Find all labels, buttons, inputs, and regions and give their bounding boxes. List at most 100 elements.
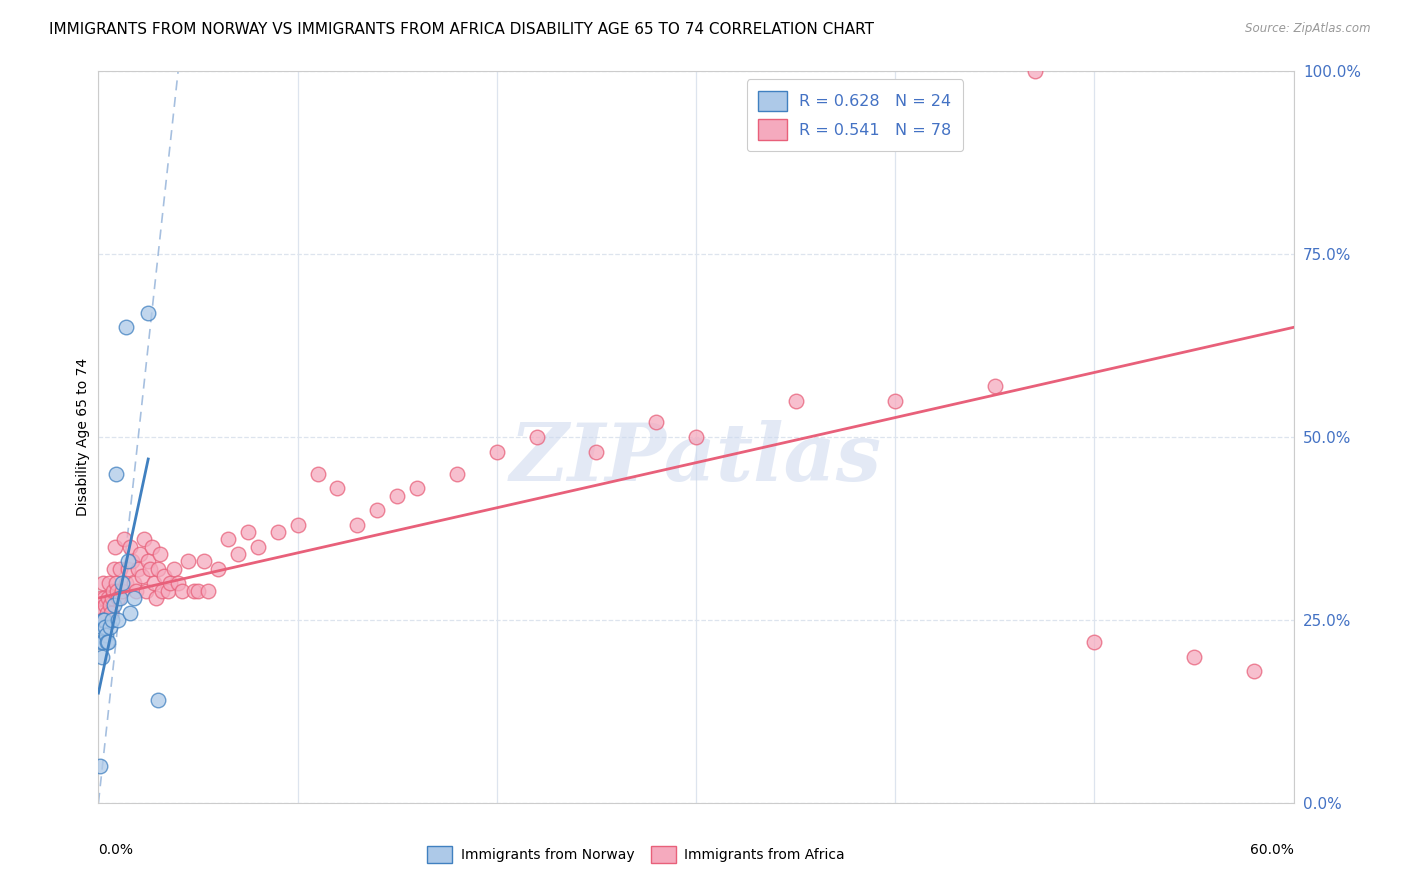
Point: [1024, 64, 1046, 78]
Point: [103, 599, 125, 613]
Point: [127, 562, 149, 576]
Point: [117, 554, 139, 568]
Point: [485, 444, 508, 458]
Point: [267, 525, 290, 540]
Point: [326, 481, 349, 495]
Point: [107, 591, 129, 605]
Point: [107, 613, 129, 627]
Point: [89, 606, 111, 620]
Point: [98, 620, 122, 634]
Text: IMMIGRANTS FROM NORWAY VS IMMIGRANTS FROM AFRICA DISABILITY AGE 65 TO 74 CORRELA: IMMIGRANTS FROM NORWAY VS IMMIGRANTS FRO…: [49, 22, 875, 37]
Point: [93, 576, 115, 591]
Point: [103, 583, 125, 598]
Point: [129, 547, 152, 561]
Point: [112, 533, 135, 547]
Legend: Immigrants from Norway, Immigrants from Africa: Immigrants from Norway, Immigrants from …: [422, 840, 851, 869]
Point: [105, 576, 128, 591]
Point: [884, 393, 907, 408]
Point: [406, 481, 429, 495]
Point: [236, 525, 259, 540]
Point: [124, 576, 146, 591]
Point: [139, 562, 162, 576]
Point: [150, 583, 173, 598]
Point: [172, 583, 194, 598]
Point: [217, 533, 239, 547]
Point: [93, 613, 115, 627]
Point: [1243, 664, 1265, 678]
Point: [1083, 635, 1105, 649]
Point: [153, 569, 176, 583]
Text: 0.0%: 0.0%: [98, 843, 134, 857]
Point: [105, 583, 128, 598]
Point: [94, 599, 117, 613]
Point: [111, 576, 134, 591]
Point: [585, 444, 607, 458]
Point: [96, 627, 118, 641]
Point: [91, 613, 114, 627]
Point: [111, 583, 134, 598]
Point: [91, 649, 114, 664]
Point: [134, 533, 156, 547]
Point: [110, 562, 132, 576]
Text: Source: ZipAtlas.com: Source: ZipAtlas.com: [1246, 22, 1371, 36]
Point: [93, 635, 115, 649]
Point: [177, 554, 200, 568]
Point: [246, 540, 269, 554]
Point: [131, 569, 153, 583]
Point: [124, 591, 146, 605]
Point: [98, 599, 122, 613]
Point: [366, 503, 388, 517]
Point: [685, 430, 707, 444]
Point: [98, 576, 121, 591]
Point: [193, 554, 215, 568]
Point: [167, 576, 190, 591]
Point: [91, 613, 114, 627]
Point: [90, 635, 112, 649]
Point: [307, 467, 329, 481]
Point: [120, 606, 142, 620]
Point: [91, 620, 114, 634]
Point: [125, 583, 148, 598]
Point: [100, 606, 122, 620]
Point: [385, 489, 409, 503]
Point: [143, 576, 166, 591]
Point: [1182, 649, 1205, 664]
Point: [183, 583, 205, 598]
Point: [135, 583, 157, 598]
Y-axis label: Disability Age 65 to 74: Disability Age 65 to 74: [76, 358, 90, 516]
Point: [117, 562, 139, 576]
Point: [346, 517, 368, 532]
Point: [159, 576, 181, 591]
Point: [93, 591, 115, 605]
Point: [645, 416, 668, 430]
Point: [115, 320, 138, 334]
Point: [785, 393, 807, 408]
Point: [446, 467, 468, 481]
Point: [96, 606, 118, 620]
Text: ZIPatlas: ZIPatlas: [510, 420, 882, 498]
Point: [96, 613, 118, 627]
Point: [149, 547, 172, 561]
Point: [145, 591, 167, 605]
Point: [141, 540, 163, 554]
Point: [89, 759, 111, 773]
Point: [136, 554, 159, 568]
Point: [984, 379, 1007, 393]
Point: [115, 576, 138, 591]
Point: [197, 583, 219, 598]
Point: [110, 591, 132, 605]
Point: [97, 591, 120, 605]
Point: [104, 540, 127, 554]
Point: [163, 562, 186, 576]
Point: [101, 591, 124, 605]
Point: [103, 562, 125, 576]
Point: [90, 591, 112, 605]
Point: [101, 613, 124, 627]
Point: [120, 540, 142, 554]
Point: [287, 517, 309, 532]
Point: [526, 430, 548, 444]
Point: [94, 620, 117, 634]
Point: [226, 547, 249, 561]
Point: [97, 635, 120, 649]
Point: [121, 554, 143, 568]
